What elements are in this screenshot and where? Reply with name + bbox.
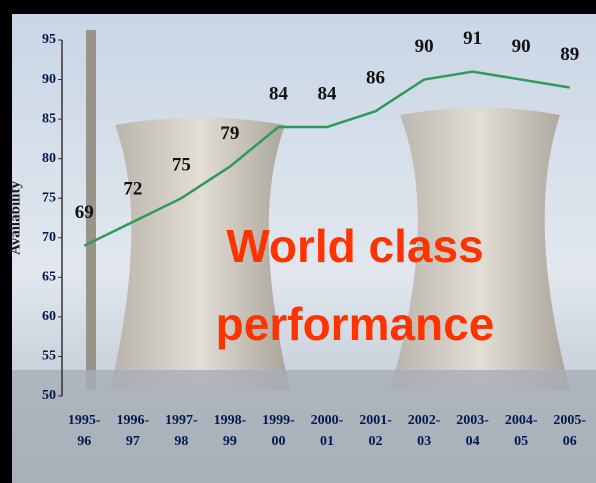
data-label: 90 (512, 36, 531, 57)
data-label: 75 (172, 155, 191, 176)
data-label: 91 (463, 28, 482, 49)
data-label: 84 (318, 83, 338, 104)
x-tick-label: 1997-98 (165, 413, 198, 449)
x-tick-label: 1995-96 (67, 413, 101, 449)
y-axis-label: Availability (7, 181, 23, 255)
tower (110, 117, 290, 390)
annotation: performance (216, 298, 495, 350)
y-tick-label: 95 (42, 32, 56, 47)
y-tick-label: 65 (42, 270, 56, 285)
x-tick-label: 2004-05 (504, 413, 538, 449)
ground (12, 370, 596, 483)
x-tick-label: 2001-02 (359, 413, 392, 449)
data-label: 86 (366, 68, 385, 89)
y-tick-label: 50 (42, 388, 56, 403)
data-label: 72 (123, 178, 142, 199)
x-tick-label: 2002-03 (407, 413, 441, 449)
y-tick-label: 60 (42, 309, 56, 324)
data-label: 79 (220, 123, 239, 144)
data-label: 69 (75, 202, 94, 223)
tower (390, 107, 570, 390)
x-tick-label: 1999-00 (262, 413, 295, 449)
data-label: 89 (560, 44, 579, 65)
y-tick-label: 55 (42, 349, 56, 364)
annotation: World class (226, 220, 483, 272)
x-tick-label: 2003-04 (456, 413, 489, 449)
y-tick-label: 85 (42, 111, 56, 126)
x-tick-label: 2005-06 (553, 413, 587, 449)
x-tick-label: 1998-99 (213, 413, 247, 449)
line (83, 70, 570, 247)
data-label: 84 (269, 83, 289, 104)
y-tick-label: 75 (42, 190, 56, 205)
chimney (86, 30, 96, 390)
y-tick-label: 80 (42, 151, 56, 166)
y-tick-label: 70 (42, 230, 56, 245)
x-tick-label: 1996-97 (116, 413, 150, 449)
x-tick-label: 2000-01 (310, 413, 344, 449)
data-label: 90 (415, 36, 434, 57)
y-tick-label: 90 (42, 72, 56, 87)
